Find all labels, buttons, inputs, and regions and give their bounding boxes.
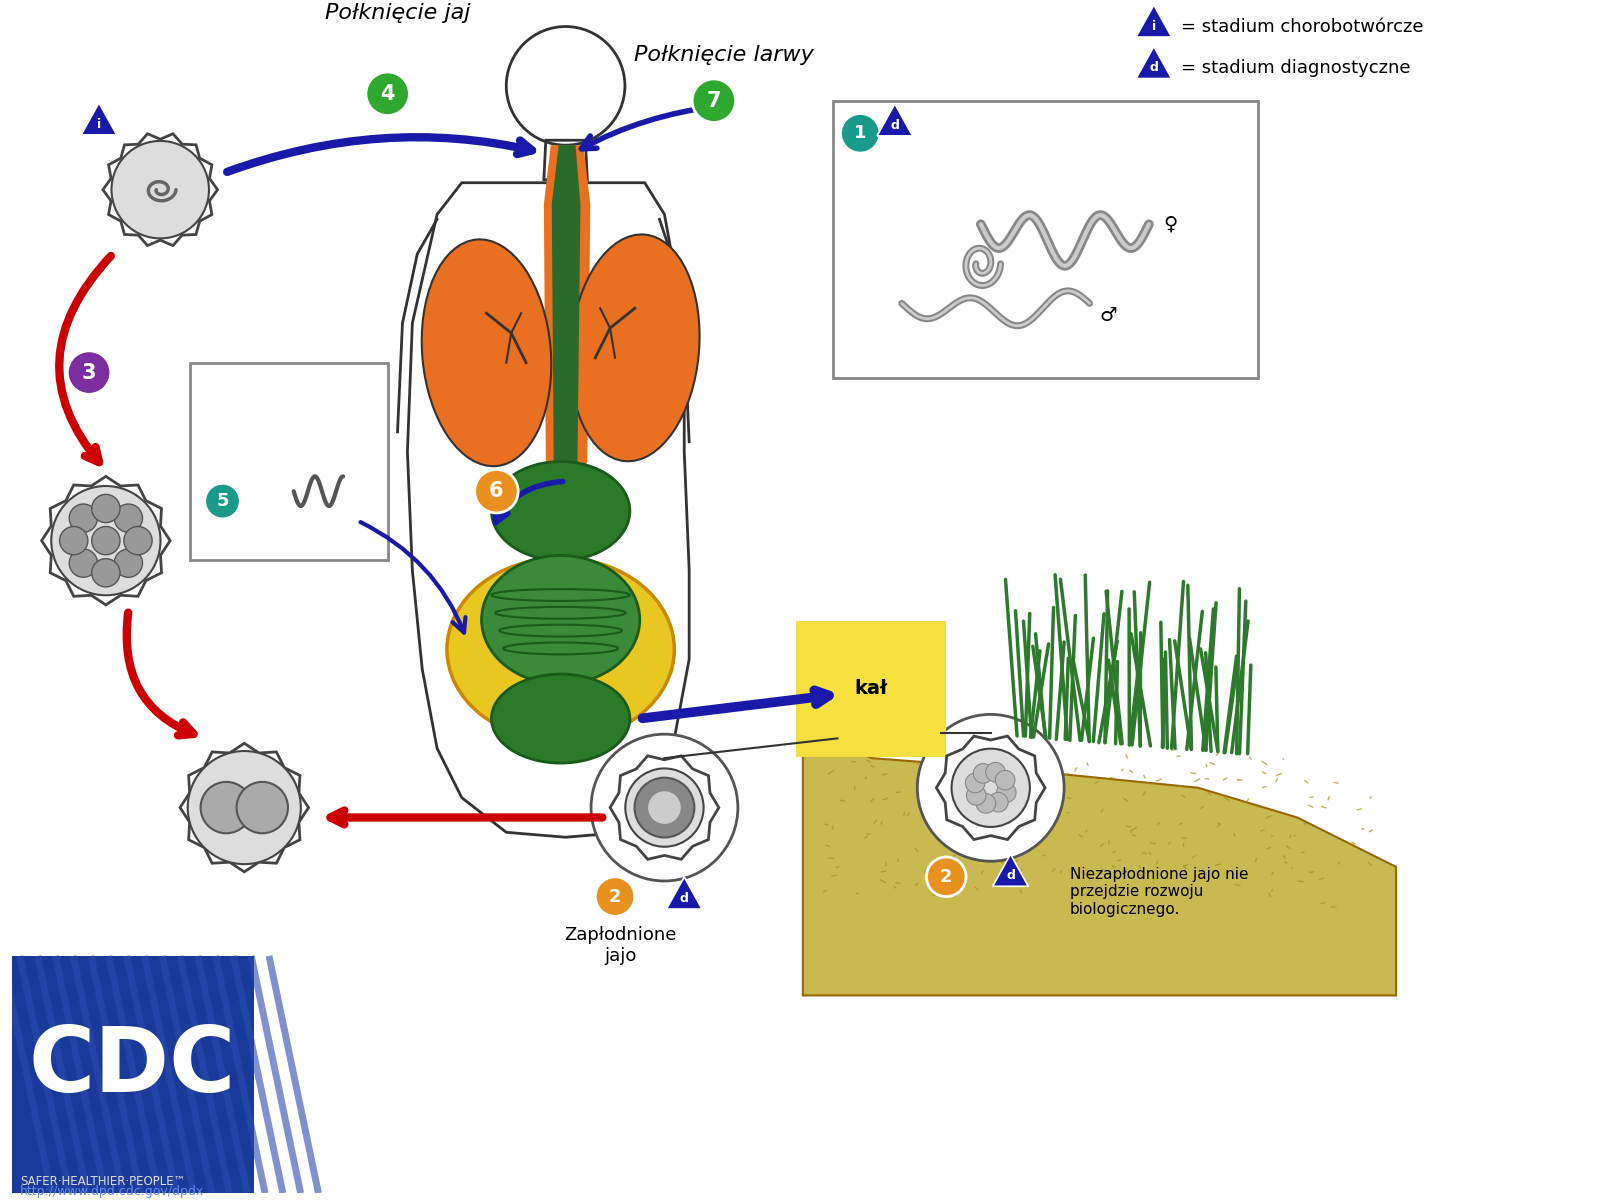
- Polygon shape: [1136, 5, 1171, 37]
- Text: 1: 1: [854, 125, 867, 143]
- Circle shape: [917, 714, 1064, 862]
- Ellipse shape: [570, 234, 699, 461]
- Polygon shape: [544, 145, 590, 502]
- Circle shape: [475, 469, 518, 512]
- Text: Larwa wylęga
się.: Larwa wylęga się.: [205, 378, 320, 416]
- Circle shape: [205, 484, 240, 518]
- Text: Zapłodnione
jajo: Zapłodnione jajo: [563, 926, 677, 965]
- Circle shape: [67, 350, 110, 395]
- Circle shape: [91, 494, 120, 523]
- Text: 3: 3: [82, 362, 96, 383]
- Circle shape: [997, 782, 1016, 803]
- Circle shape: [626, 768, 704, 847]
- Ellipse shape: [482, 556, 640, 684]
- Circle shape: [114, 504, 142, 533]
- Polygon shape: [102, 133, 218, 246]
- Circle shape: [693, 79, 736, 122]
- Text: 5: 5: [216, 492, 229, 510]
- Polygon shape: [42, 476, 170, 605]
- Polygon shape: [667, 877, 702, 910]
- Text: SAFER·HEALTHIER·PEOPLE™: SAFER·HEALTHIER·PEOPLE™: [19, 1175, 186, 1188]
- Text: Niezapłodnione jajo nie
przejdzie rozwoju
biologicznego.: Niezapłodnione jajo nie przejdzie rozwoj…: [1070, 866, 1248, 917]
- Circle shape: [51, 486, 160, 595]
- Polygon shape: [552, 145, 581, 502]
- Text: Połknięcie larwy: Połknięcie larwy: [634, 46, 814, 65]
- Circle shape: [237, 782, 288, 833]
- Polygon shape: [610, 756, 718, 859]
- Text: 6: 6: [490, 481, 504, 502]
- Text: ♀: ♀: [1163, 215, 1178, 233]
- Circle shape: [595, 877, 635, 917]
- Text: = stadium diagnostyczne: = stadium diagnostyczne: [1181, 59, 1410, 77]
- Circle shape: [973, 763, 994, 784]
- Circle shape: [590, 734, 738, 881]
- Text: i: i: [98, 118, 101, 131]
- Ellipse shape: [491, 462, 630, 560]
- Ellipse shape: [491, 674, 630, 763]
- Circle shape: [965, 773, 986, 793]
- Circle shape: [112, 140, 210, 239]
- Circle shape: [976, 793, 995, 814]
- Text: d: d: [680, 892, 688, 905]
- Circle shape: [952, 749, 1030, 827]
- Bar: [11, 956, 254, 1193]
- Circle shape: [840, 114, 880, 154]
- Polygon shape: [82, 103, 117, 134]
- Circle shape: [91, 559, 120, 587]
- Polygon shape: [181, 743, 309, 872]
- Text: formy dorosłe
żyjące w świetle
jelita cienkiego: formy dorosłe żyjące w świetle jelita ci…: [922, 154, 1058, 214]
- Text: Połknięcie jaj: Połknięcie jaj: [325, 2, 470, 23]
- Circle shape: [995, 770, 1014, 790]
- Text: ♂: ♂: [1099, 306, 1117, 325]
- Text: 2: 2: [608, 888, 621, 906]
- Text: CDC: CDC: [29, 1022, 237, 1111]
- Circle shape: [635, 778, 694, 838]
- Text: i: i: [1152, 20, 1155, 32]
- Text: 4: 4: [381, 84, 395, 103]
- Text: d: d: [890, 119, 899, 132]
- Circle shape: [59, 527, 88, 554]
- Circle shape: [986, 762, 1005, 782]
- Ellipse shape: [446, 558, 674, 740]
- Text: http://www.dpd.cdc.gov/dpdx: http://www.dpd.cdc.gov/dpdx: [19, 1186, 205, 1199]
- Text: 2: 2: [939, 868, 952, 886]
- Text: = stadium chorobotwórcze: = stadium chorobotwórcze: [1181, 18, 1422, 36]
- Ellipse shape: [422, 239, 552, 466]
- Circle shape: [966, 786, 986, 805]
- Polygon shape: [992, 854, 1029, 887]
- Text: kał: kał: [854, 679, 888, 698]
- Circle shape: [69, 548, 98, 577]
- Text: d: d: [1149, 61, 1158, 74]
- Polygon shape: [1136, 47, 1171, 78]
- Polygon shape: [803, 719, 1397, 996]
- Circle shape: [926, 857, 966, 896]
- Polygon shape: [877, 104, 912, 136]
- Text: d: d: [1006, 869, 1014, 882]
- Circle shape: [91, 527, 120, 554]
- Polygon shape: [936, 736, 1045, 840]
- Circle shape: [187, 751, 301, 864]
- Circle shape: [69, 504, 98, 533]
- Circle shape: [366, 72, 410, 115]
- FancyBboxPatch shape: [190, 362, 387, 560]
- FancyBboxPatch shape: [832, 101, 1258, 378]
- Text: 7: 7: [707, 91, 722, 110]
- Circle shape: [114, 548, 142, 577]
- Circle shape: [648, 791, 680, 824]
- Circle shape: [200, 782, 251, 833]
- Circle shape: [123, 527, 152, 554]
- Circle shape: [989, 792, 1008, 812]
